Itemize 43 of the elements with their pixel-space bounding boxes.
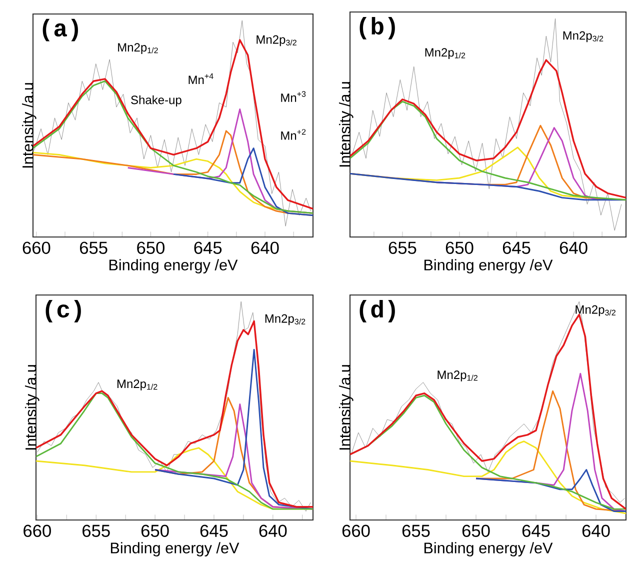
y-axis-title: Intensity /a.u — [22, 83, 36, 168]
x-tick-label: 640 — [259, 524, 287, 537]
x-axis-title: Binding energy /eV — [424, 542, 553, 556]
annotation: Mn2p$_{1/2}$ — [425, 48, 466, 60]
x-tick-label: 655 — [388, 242, 416, 254]
x-tick-label: 645 — [522, 524, 550, 537]
annotation: Mn2p$_{3/2}$ — [563, 31, 604, 42]
annotation: Mn2p$_{3/2}$ — [256, 35, 296, 46]
chart-title: (a) — [42, 18, 78, 42]
x-tick-label: 660 — [22, 242, 50, 254]
x-tick-label: 640 — [560, 242, 588, 254]
y-axis-title: Intensity /a.u — [25, 365, 40, 450]
annotation: Mn$^{+4}$ — [188, 73, 214, 84]
y-axis-title: Intensity /a.u — [339, 365, 354, 450]
annotation: Shake-up — [131, 95, 182, 107]
x-tick-label: 645 — [200, 524, 228, 537]
x-axis-title: Binding energy /eV — [109, 259, 238, 274]
chart-title: (c) — [46, 300, 81, 322]
x-tick-label: 645 — [194, 242, 222, 254]
x-tick-label: 650 — [462, 524, 490, 537]
x-tick-label: 655 — [402, 524, 430, 537]
y-axis-title: Intensity /a.u — [339, 82, 354, 167]
x-axis-title: Binding energy /eV — [424, 259, 553, 274]
annotation: Mn2p$_{1/2}$ — [438, 370, 478, 382]
x-tick-label: 650 — [137, 242, 164, 254]
x-tick-label: 645 — [502, 242, 530, 254]
annotation: Mn$^{+3}$ — [281, 91, 306, 102]
annotation: Mn2p$_{3/2}$ — [265, 314, 306, 326]
x-tick-label: 640 — [582, 524, 610, 537]
annotation: Mn$^{+2}$ — [281, 129, 306, 140]
x-axis-title: Binding energy /eV — [110, 542, 240, 556]
x-tick-label: 655 — [80, 242, 108, 254]
x-tick-label: 660 — [342, 524, 370, 537]
chart-title: (b) — [360, 16, 395, 40]
x-tick-label: 660 — [24, 524, 51, 537]
x-tick-label: 640 — [251, 242, 279, 254]
annotation: Mn2p$_{1/2}$ — [117, 380, 158, 390]
chart-title: (d) — [360, 300, 395, 322]
x-tick-label: 650 — [446, 242, 474, 254]
annotation: Mn2p$_{3/2}$ — [576, 305, 616, 316]
x-tick-label: 650 — [141, 524, 169, 537]
x-tick-label: 655 — [82, 524, 110, 537]
annotation: Mn2p$_{1/2}$ — [118, 43, 158, 54]
